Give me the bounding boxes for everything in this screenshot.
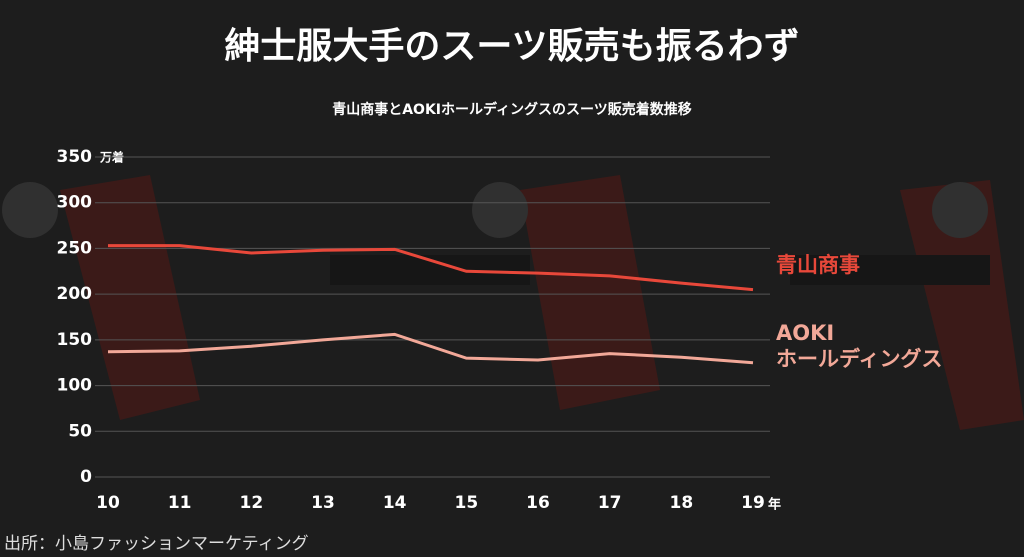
x-tick-label: 19	[741, 493, 765, 513]
x-tick-label: 12	[239, 493, 263, 513]
x-unit: 年	[768, 497, 781, 513]
data-line	[107, 332, 754, 365]
y-tick-label: 350	[57, 147, 93, 167]
x-tick-label: 15	[454, 493, 478, 513]
y-tick-label: 0	[80, 467, 92, 487]
x-tick-label: 13	[311, 493, 335, 513]
x-tick-label: 18	[669, 493, 693, 513]
x-tick-label: 16	[526, 493, 550, 513]
source: 出所：小島ファッションマーケティング	[4, 534, 309, 554]
x-tick-label: 10	[96, 493, 120, 513]
chart-subtitle: 青山商事とAOKIホールディングスのスーツ販売着数推移	[332, 101, 692, 118]
x-tick-label: 14	[383, 493, 407, 513]
chart-title: 紳士服大手のスーツ販売も振るわず	[224, 26, 799, 67]
legend-entry: 青山商事	[776, 253, 860, 277]
y-tick-label: 200	[57, 284, 93, 304]
y-tick-label: 100	[57, 376, 93, 396]
y-tick-label: 150	[57, 330, 93, 350]
x-tick-label: 17	[598, 493, 622, 513]
y-tick-label: 250	[57, 238, 93, 258]
legend-entry: AOKI ホールディングス	[776, 321, 943, 371]
x-tick-label: 11	[168, 493, 192, 513]
y-tick-label: 50	[68, 421, 92, 441]
y-tick-label: 300	[57, 193, 93, 213]
data-line	[108, 244, 754, 292]
